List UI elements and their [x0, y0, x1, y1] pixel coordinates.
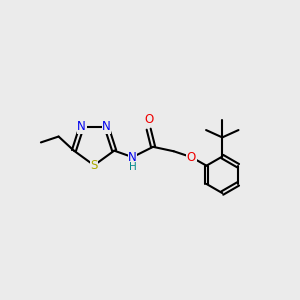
Text: N: N [77, 121, 86, 134]
Text: O: O [144, 113, 153, 126]
Text: H: H [129, 162, 136, 172]
Text: N: N [102, 121, 111, 134]
Text: O: O [187, 151, 196, 164]
Text: S: S [90, 159, 98, 172]
Text: N: N [128, 151, 137, 164]
